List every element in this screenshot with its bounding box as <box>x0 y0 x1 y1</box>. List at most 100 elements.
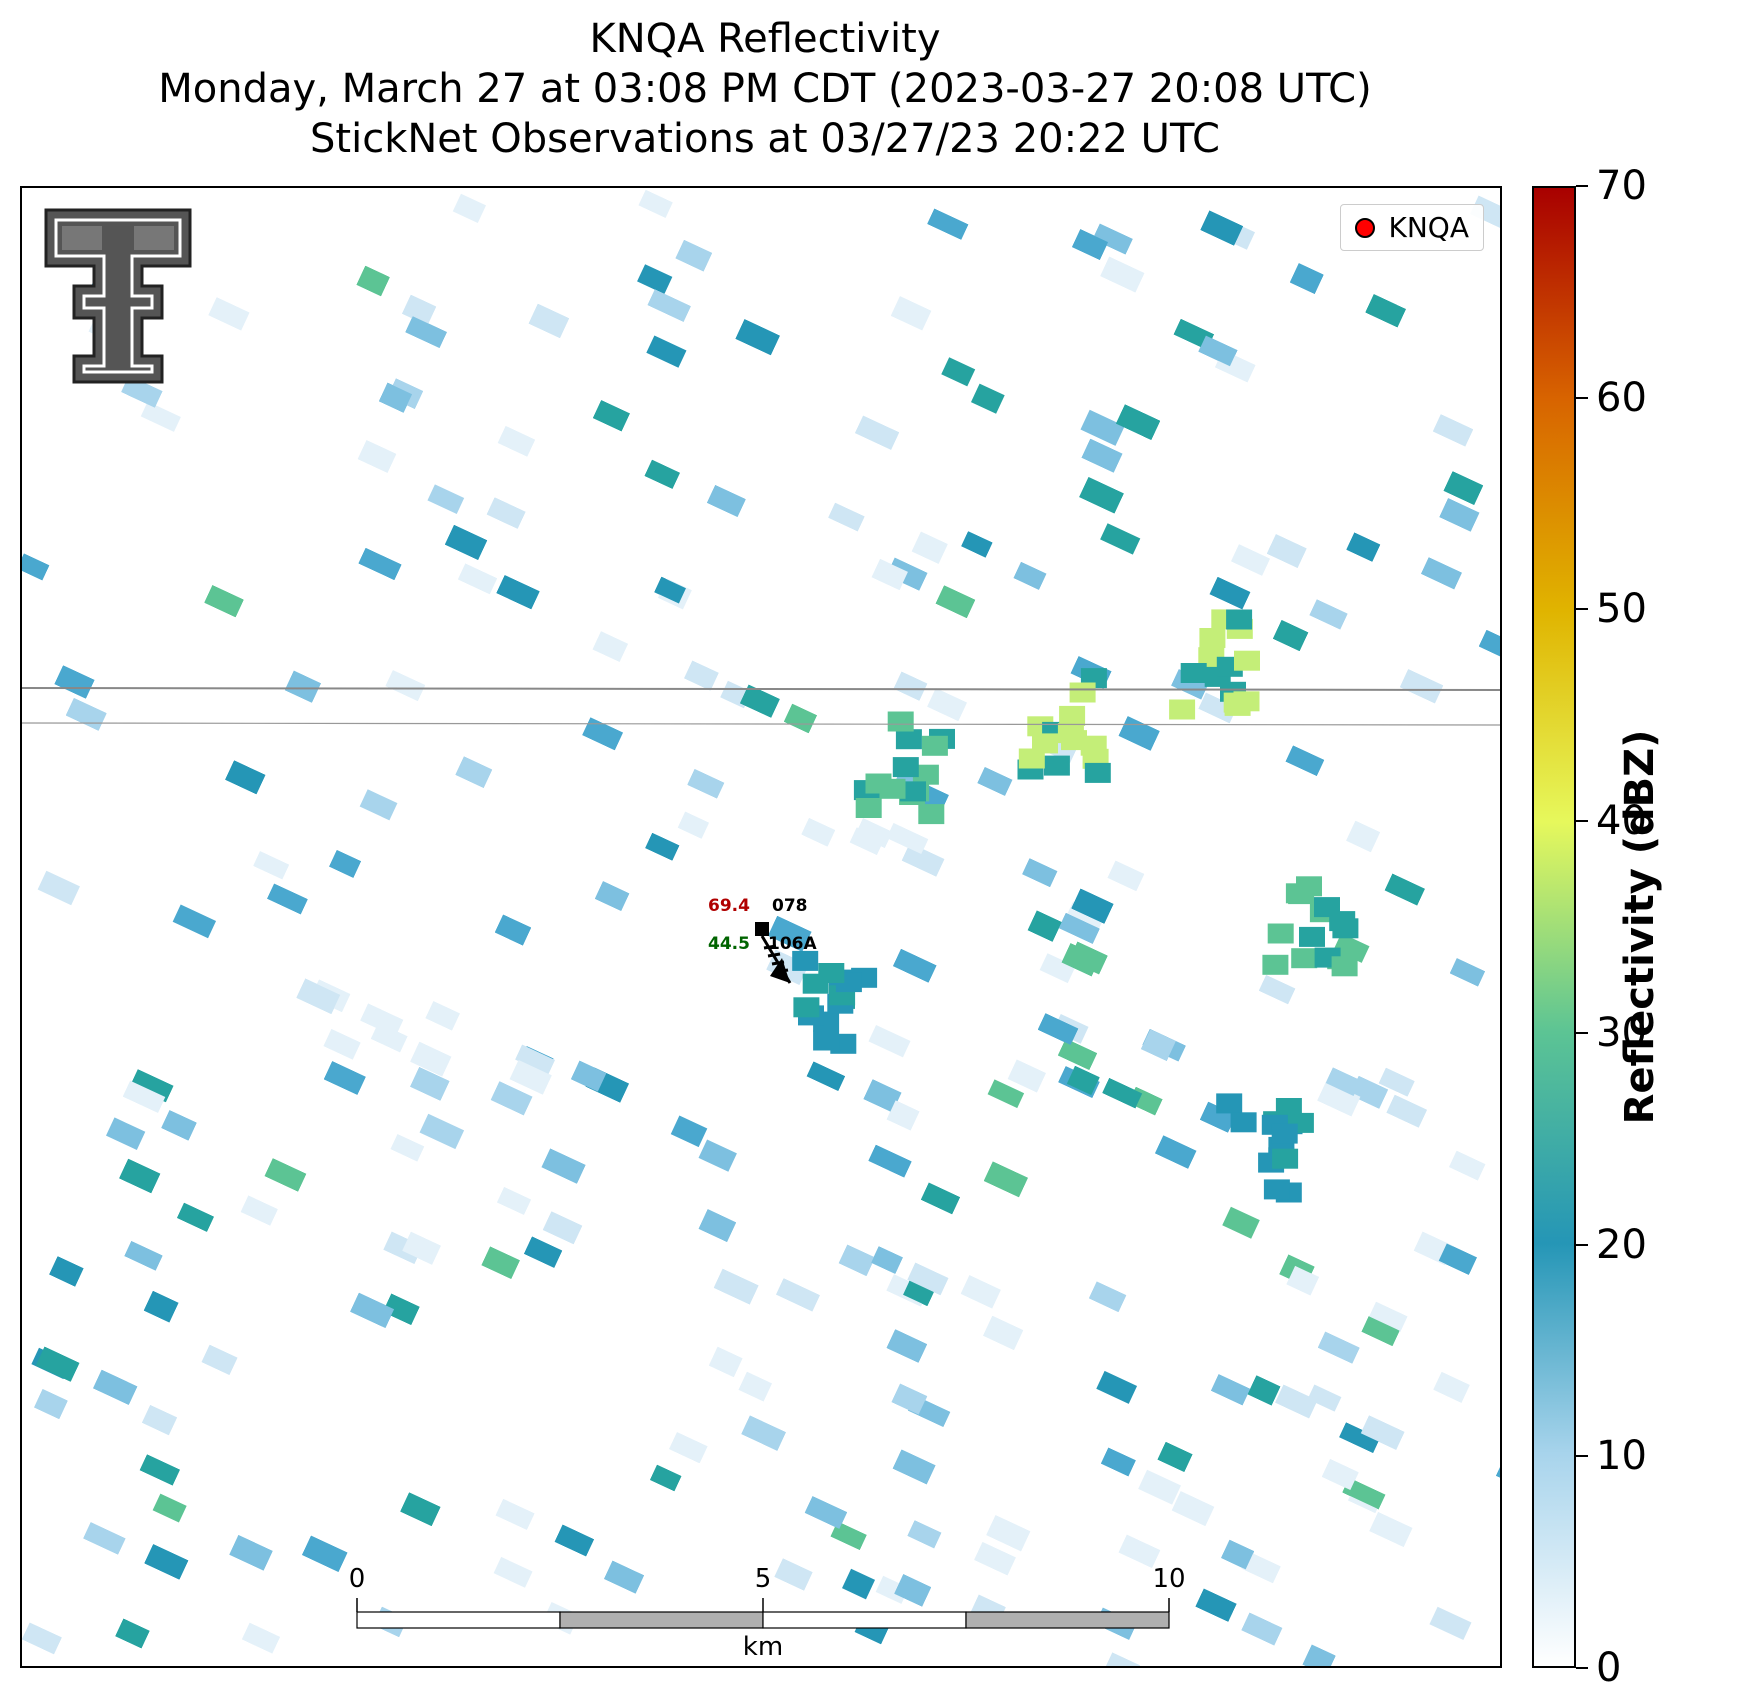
reflectivity-cell <box>1317 1331 1360 1364</box>
reflectivity-cell <box>1342 1477 1386 1510</box>
reflectivity-cell <box>1209 577 1251 610</box>
reflectivity-cell <box>604 1560 644 1594</box>
reflectivity-cell <box>871 1246 903 1274</box>
reflectivity-cell <box>1449 958 1485 987</box>
reflectivity-cell <box>106 1117 146 1150</box>
colorbar <box>1532 186 1576 1668</box>
reflectivity-cell <box>83 1522 126 1555</box>
reflectivity-cell <box>54 665 95 699</box>
reflectivity-cell <box>594 881 630 911</box>
reflectivity-cell <box>329 850 361 878</box>
reflectivity-cell <box>121 375 163 408</box>
reflectivity-cell <box>684 660 719 691</box>
colorbar-tick <box>1576 1455 1588 1458</box>
reflectivity-cell <box>709 1346 743 1377</box>
reflectivity-cell <box>1432 414 1474 447</box>
colorbar-tick-label: 0 <box>1596 1645 1622 1691</box>
reflectivity-cell <box>350 1292 395 1328</box>
reflectivity-cell <box>225 760 266 795</box>
reflectivity-cell <box>886 1100 920 1131</box>
reflectivity-cell <box>323 1029 361 1060</box>
reflectivity-cell <box>1289 263 1324 294</box>
reflectivity-cell <box>1096 1370 1138 1404</box>
reflectivity-cell <box>592 631 628 662</box>
reflectivity-cell <box>494 914 532 946</box>
reflectivity-cell <box>871 559 908 591</box>
reflectivity-cell <box>977 767 1013 796</box>
reflectivity-cell <box>267 883 308 915</box>
reflectivity-cell <box>830 1521 867 1550</box>
reflectivity-cell <box>296 978 341 1014</box>
reflectivity-cell <box>302 1535 348 1572</box>
reflectivity-cell <box>130 1069 174 1103</box>
reflectivity-cell <box>152 1493 187 1523</box>
reflectivity-cell <box>1118 1534 1161 1568</box>
colorbar-tick-label: 10 <box>1596 1433 1647 1480</box>
reflectivity-cell <box>907 1520 942 1549</box>
reflectivity-cell <box>911 531 948 564</box>
reflectivity-cell <box>1200 210 1243 246</box>
reflectivity-cell <box>921 735 948 756</box>
colorbar-tick <box>1576 1243 1588 1246</box>
reflectivity-cell <box>1102 1078 1143 1109</box>
reflectivity-cell <box>774 1558 813 1591</box>
reflectivity-cell <box>379 382 413 413</box>
reflectivity-cell <box>900 781 926 802</box>
reflectivity-cell <box>1079 477 1124 514</box>
reflectivity-cell <box>875 1575 909 1604</box>
reflectivity-cell <box>637 264 673 295</box>
reflectivity-cell <box>890 296 932 331</box>
reflectivity-cell <box>886 1329 928 1363</box>
reflectivity-cell <box>139 1454 180 1486</box>
sticknet-station-marker[interactable] <box>755 922 792 984</box>
reflectivity-cell <box>229 1535 273 1571</box>
scale-label-5: 5 <box>754 1564 772 1594</box>
reflectivity-cell <box>1272 1148 1299 1169</box>
reflectivity-cell <box>1211 1374 1251 1406</box>
reflectivity-cell <box>842 1568 876 1600</box>
station-id-078: 078 <box>772 896 808 916</box>
reflectivity-cell <box>383 1231 423 1264</box>
reflectivity-cell <box>1027 910 1062 942</box>
reflectivity-cell <box>445 525 488 560</box>
reflectivity-cell <box>1221 1539 1255 1570</box>
reflectivity-cell <box>358 548 402 580</box>
reflectivity-cell <box>646 335 687 368</box>
reflectivity-cell <box>240 1195 278 1226</box>
reflectivity-cell <box>1443 471 1484 505</box>
reflectivity-cell <box>1116 404 1161 440</box>
reflectivity-cell <box>1332 918 1359 939</box>
reflectivity-cell <box>792 950 819 971</box>
reflectivity-cell <box>886 557 928 591</box>
reflectivity-cell <box>1072 229 1109 260</box>
reflectivity-cell <box>427 484 465 515</box>
reflectivity-cell <box>713 1268 759 1305</box>
scale-bar <box>356 1598 1170 1629</box>
radar-map[interactable]: 69.4 078 44.5 106A 0 5 10 km KNQA <box>20 186 1502 1668</box>
reflectivity-cell <box>647 289 691 322</box>
map-overlay <box>22 687 1500 1629</box>
radar-site-marker-icon <box>1354 217 1375 238</box>
reflectivity-cell <box>987 1079 1025 1109</box>
reflectivity-cell <box>390 1134 425 1162</box>
colorbar-tick-label: 60 <box>1596 374 1647 421</box>
reflectivity-cell <box>644 459 680 489</box>
reflectivity-cell <box>1169 699 1196 720</box>
reflectivity-cell <box>828 502 865 532</box>
reflectivity-cell <box>1286 1265 1319 1296</box>
reflectivity-cell <box>172 904 217 939</box>
reflectivity-cell <box>382 1293 420 1325</box>
reflectivity-cell <box>879 778 906 799</box>
station-dewpoint: 44.5 <box>708 934 750 954</box>
reflectivity-cell <box>804 1496 848 1529</box>
colorbar-tick <box>1576 608 1588 611</box>
reflectivity-cell <box>738 1371 772 1402</box>
reflectivity-cell <box>1222 1206 1260 1239</box>
plot-subtitle-time: Monday, March 27 at 03:08 PM CDT (2023-0… <box>158 66 1372 112</box>
reflectivity-cell <box>593 400 630 432</box>
colorbar-tick-label: 20 <box>1596 1221 1647 1268</box>
reflectivity-cell <box>670 1115 708 1148</box>
reflectivity-cell <box>1360 1415 1405 1450</box>
reflectivity-cell <box>1013 562 1047 590</box>
reflectivity-cell <box>22 553 50 581</box>
